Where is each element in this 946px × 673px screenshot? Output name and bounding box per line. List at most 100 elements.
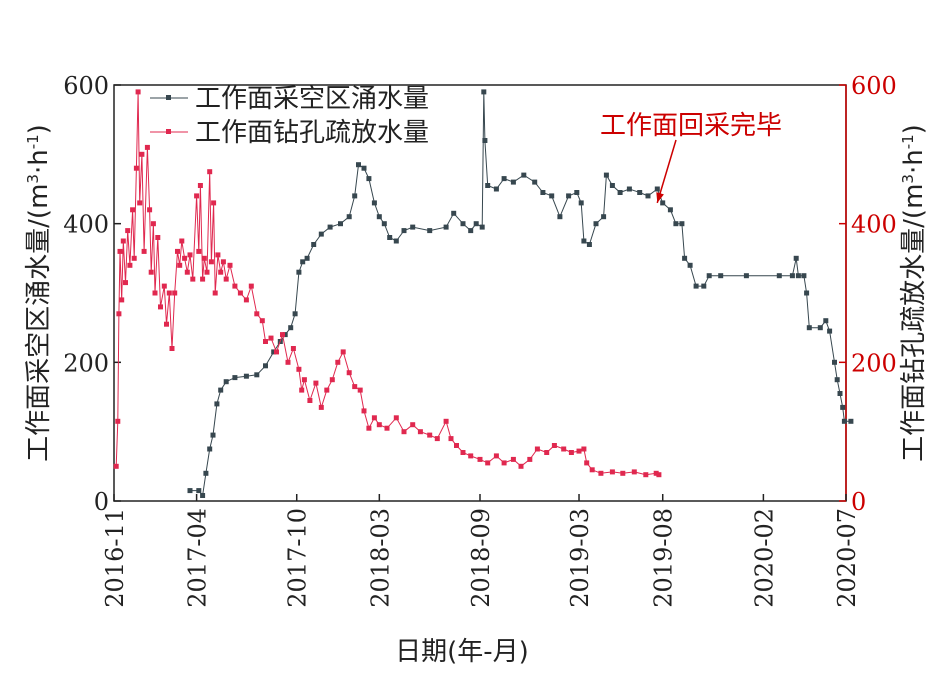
data-point-gob-water [840,404,846,410]
data-point-drain-water [113,463,119,469]
data-point-gob-water [801,273,807,279]
data-point-drain-water [150,221,156,227]
annotation-arrow-head [656,192,664,203]
data-point-gob-water [795,273,801,279]
y-left-tick-label: 600 [63,72,109,100]
data-point-gob-water [501,176,507,182]
data-point-drain-water [232,283,238,289]
data-point-gob-water [578,200,584,206]
data-point-drain-water [609,469,615,475]
data-point-drain-water [147,207,153,213]
data-point-drain-water [227,262,233,268]
data-point-drain-water [329,377,335,383]
data-point-gob-water [361,165,367,171]
y-left-tick-label: 0 [94,488,109,516]
data-point-gob-water [427,228,433,234]
data-point-gob-water [493,186,499,192]
data-point-gob-water [410,224,416,230]
data-point-gob-water [687,262,693,268]
data-point-drain-water [393,415,399,421]
data-point-drain-water [318,404,324,410]
data-point-gob-water [210,432,216,438]
data-point-gob-water [609,183,615,188]
data-point-drain-water [527,456,533,462]
data-point-drain-water [410,422,416,428]
data-point-drain-water [598,470,604,476]
data-point-gob-water [352,193,358,199]
data-point-gob-water [271,349,277,355]
x-axis: 2016-11 2017-04 2017-10 2018-03 2018-09 2019-… [101,494,861,608]
y-right-tick-label: 200 [851,349,897,377]
data-point-gob-water [837,391,843,396]
data-point-gob-water [706,273,712,279]
data-point-drain-water [584,460,590,466]
data-point-gob-water [263,363,268,369]
data-point-drain-water [161,283,167,289]
data-point-gob-water [443,224,449,230]
data-point-drain-water [551,443,557,448]
data-point-drain-water [361,408,367,414]
y-axis-right: 0 200 400 600 [839,72,897,516]
data-point-drain-water [448,436,454,442]
data-point-drain-water [243,297,249,303]
data-point-drain-water [125,228,131,234]
data-point-drain-water [401,429,407,435]
data-point-drain-water [179,238,185,244]
legend-label-drain-water: 工作面钻孔疏放水量 [195,118,429,148]
data-point-drain-water [335,359,341,365]
x-tick-label: 2020-07 [833,508,861,608]
data-point-drain-water [631,469,637,475]
data-point-gob-water [603,172,609,178]
y-left-tick-label: 200 [63,349,109,377]
data-point-drain-water [144,144,150,150]
data-point-gob-water [804,290,810,296]
legend-item-drain-water: 工作面钻孔疏放水量 [150,118,429,148]
data-point-drain-water [135,89,141,95]
data-point-gob-water [207,446,213,452]
data-point-gob-water [387,235,393,240]
x-tick-label: 2018-03 [366,508,394,608]
y-right-tick-label: 600 [851,72,897,100]
data-point-drain-water [115,418,121,424]
data-point-drain-water [443,418,449,424]
y-axis-right-title: 工作面钻孔疏放水量/(m3·h-1) [899,124,929,462]
data-point-gob-water [827,328,833,334]
data-point-gob-water [282,332,288,338]
data-point-drain-water [177,262,183,268]
data-point-gob-water [479,224,485,230]
x-tick-label: 2020-02 [750,508,778,608]
legend-item-gob-water: 工作面采空区涌水量 [150,84,429,114]
data-point-drain-water [172,290,178,296]
y-axis-left: 0 200 400 600 [63,72,121,516]
data-point-gob-water [743,273,749,279]
data-point-gob-water [593,221,599,227]
data-point-drain-water [313,380,319,386]
data-point-gob-water [196,488,202,494]
data-point-gob-water [218,387,224,393]
y-axis-left-title: 工作面采空区涌水量/(m3·h-1) [24,124,54,462]
data-point-drain-water [158,304,163,310]
data-point-gob-water [327,224,333,230]
data-point-gob-water [823,318,829,324]
data-point-drain-water [137,200,143,206]
data-point-gob-water [468,228,474,234]
data-point-gob-water [356,162,361,168]
data-point-drain-water [194,193,200,199]
data-point-drain-water [346,370,352,376]
data-point-drain-water [434,436,440,442]
data-point-drain-water [215,252,221,258]
data-point-drain-water [119,297,125,303]
data-point-gob-water [482,138,488,143]
data-point-drain-water [190,276,196,282]
data-point-gob-water [673,221,679,227]
data-point-gob-water [485,183,491,188]
data-point-gob-water [549,193,555,199]
x-tick-label: 2016-11 [101,508,129,608]
data-point-gob-water [203,470,209,476]
data-point-gob-water [645,193,651,199]
data-point-drain-water [301,377,307,383]
data-point-gob-water [296,269,302,275]
data-point-gob-water [654,186,660,192]
data-point-drain-water [139,151,145,157]
